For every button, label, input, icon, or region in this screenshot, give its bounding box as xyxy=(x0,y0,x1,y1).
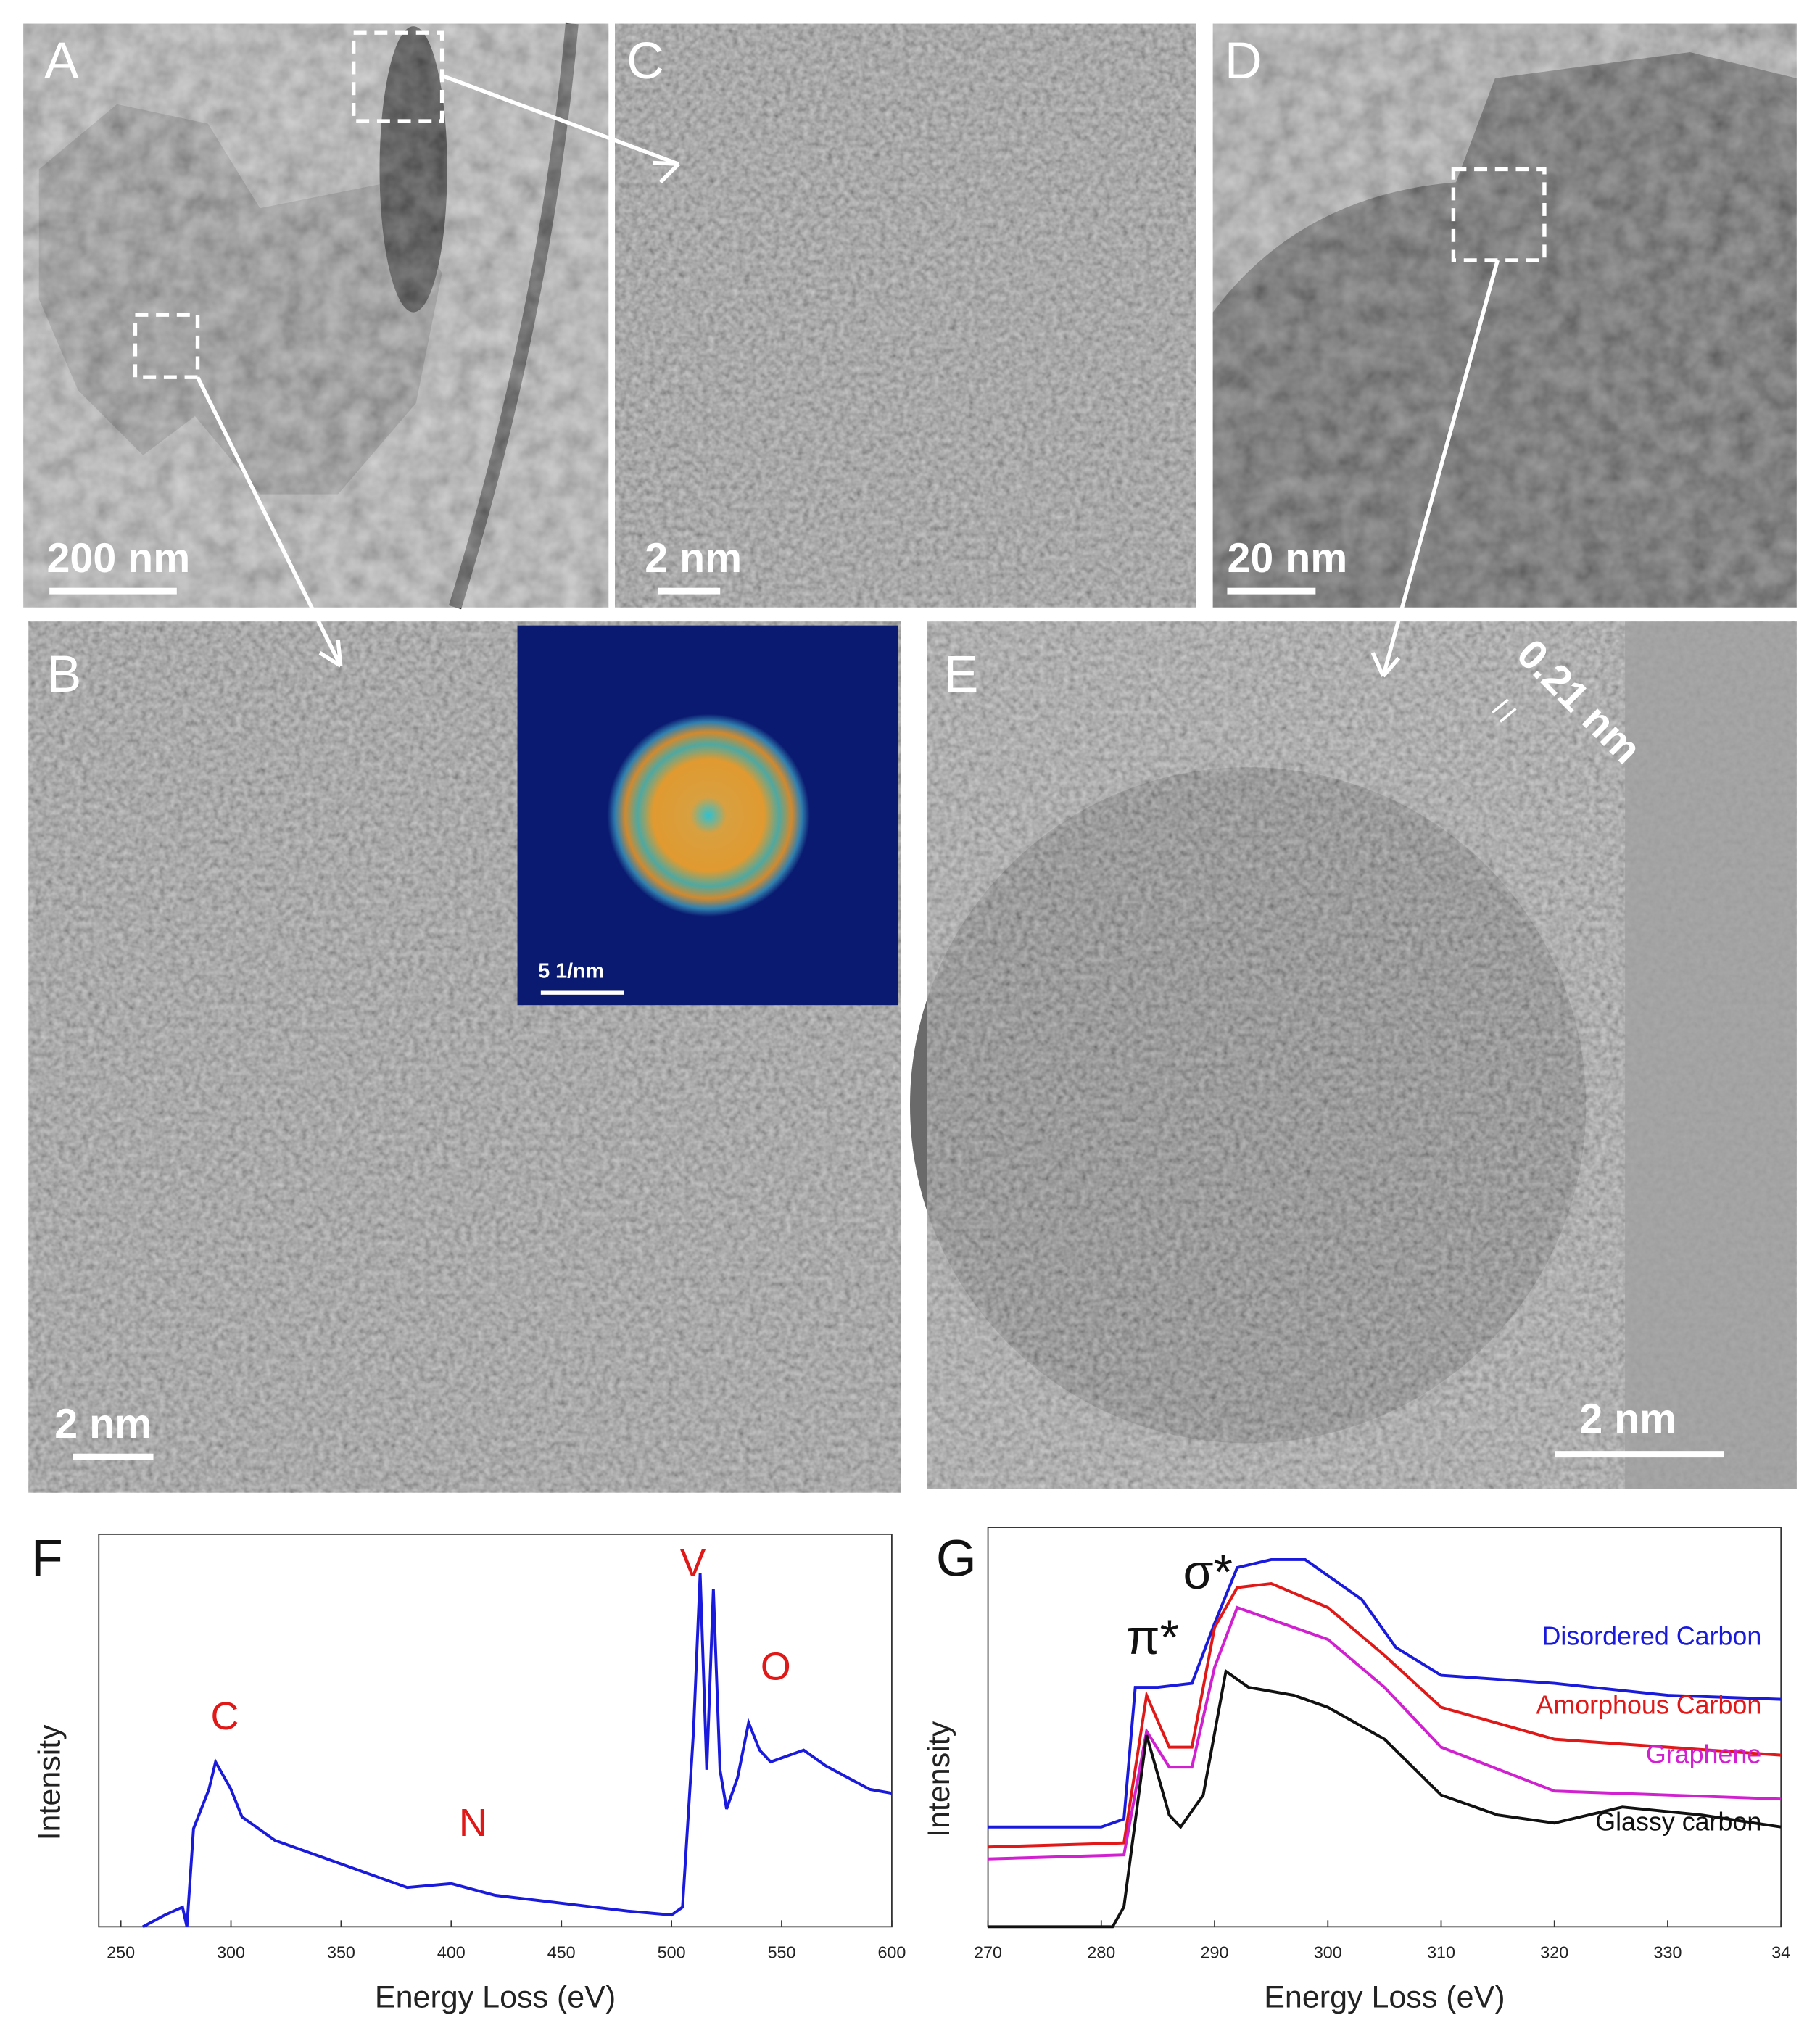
x-tick-label: 600 xyxy=(877,1942,906,1961)
x-tick-label: 270 xyxy=(974,1942,1002,1961)
spectrum-line xyxy=(988,1605,1782,1861)
scale-label: 2 nm xyxy=(54,1401,152,1447)
x-tick-label: 330 xyxy=(1654,1942,1682,1961)
x-tick-label: 280 xyxy=(1087,1942,1115,1961)
peak-label: O xyxy=(761,1645,791,1689)
x-tick-label: 500 xyxy=(658,1942,686,1961)
legend-label: Glassy carbon xyxy=(1595,1808,1761,1837)
legend-label: Disordered Carbon xyxy=(1542,1621,1761,1650)
panel-label: F xyxy=(31,1529,63,1587)
x-axis-title: Energy Loss (eV) xyxy=(375,1979,616,2014)
y-axis-title: Intensity xyxy=(32,1724,67,1841)
x-tick-label: 310 xyxy=(1427,1942,1455,1961)
peak-label: V xyxy=(680,1541,706,1584)
spectrum-line xyxy=(142,1573,893,1929)
x-tick-label: 400 xyxy=(437,1942,466,1961)
x-tick-label: 350 xyxy=(327,1942,355,1961)
panel-b: 5 1/nm B 2 nm xyxy=(28,621,901,1493)
x-axis-title: Energy Loss (eV) xyxy=(1264,1979,1505,2014)
y-axis-title: Intensity xyxy=(922,1721,956,1837)
panel-d: D 20 nm xyxy=(1212,23,1797,608)
peak-label: N xyxy=(459,1801,487,1845)
spectrum-line xyxy=(988,1557,1782,1829)
plot-frame xyxy=(987,1527,1782,1928)
legend-label: Graphene xyxy=(1646,1739,1761,1768)
panel-label: B xyxy=(47,645,82,703)
scale-label: 2 nm xyxy=(645,535,742,582)
inset-scale-label: 5 1/nm xyxy=(538,960,604,983)
spectrum-line xyxy=(988,1668,1782,1929)
x-tick-label: 250 xyxy=(107,1942,135,1961)
panel-label: A xyxy=(44,32,79,90)
x-tick-label: 300 xyxy=(217,1942,245,1961)
scale-label: 20 nm xyxy=(1227,535,1347,582)
x-tick-label: 300 xyxy=(1314,1942,1342,1961)
peak-label: π* xyxy=(1126,1610,1180,1665)
x-tick-label: 320 xyxy=(1540,1942,1568,1961)
x-tick-label: 450 xyxy=(547,1942,576,1961)
x-tick-label: 34 xyxy=(1771,1942,1790,1961)
panel-label: G xyxy=(936,1529,977,1587)
peak-label: C xyxy=(210,1695,239,1738)
scale-label: 200 nm xyxy=(47,535,191,582)
x-tick-label: 550 xyxy=(768,1942,796,1961)
panel-a: A 200 nm xyxy=(23,22,609,610)
peak-label: σ* xyxy=(1183,1544,1233,1600)
spectrum-line xyxy=(988,1581,1782,1849)
panel-label: C xyxy=(626,32,664,90)
panel-label: D xyxy=(1225,32,1262,90)
panel-e: E 0.21 nm 2 nm xyxy=(910,621,1797,1489)
scale-label: 2 nm xyxy=(1579,1396,1676,1442)
panel-label: E xyxy=(944,645,979,703)
legend-label: Amorphous Carbon xyxy=(1536,1690,1761,1719)
x-tick-label: 290 xyxy=(1201,1942,1229,1961)
plot-frame xyxy=(98,1533,893,1928)
panel-c: C 2 nm xyxy=(615,23,1196,608)
arrows xyxy=(196,73,1500,678)
